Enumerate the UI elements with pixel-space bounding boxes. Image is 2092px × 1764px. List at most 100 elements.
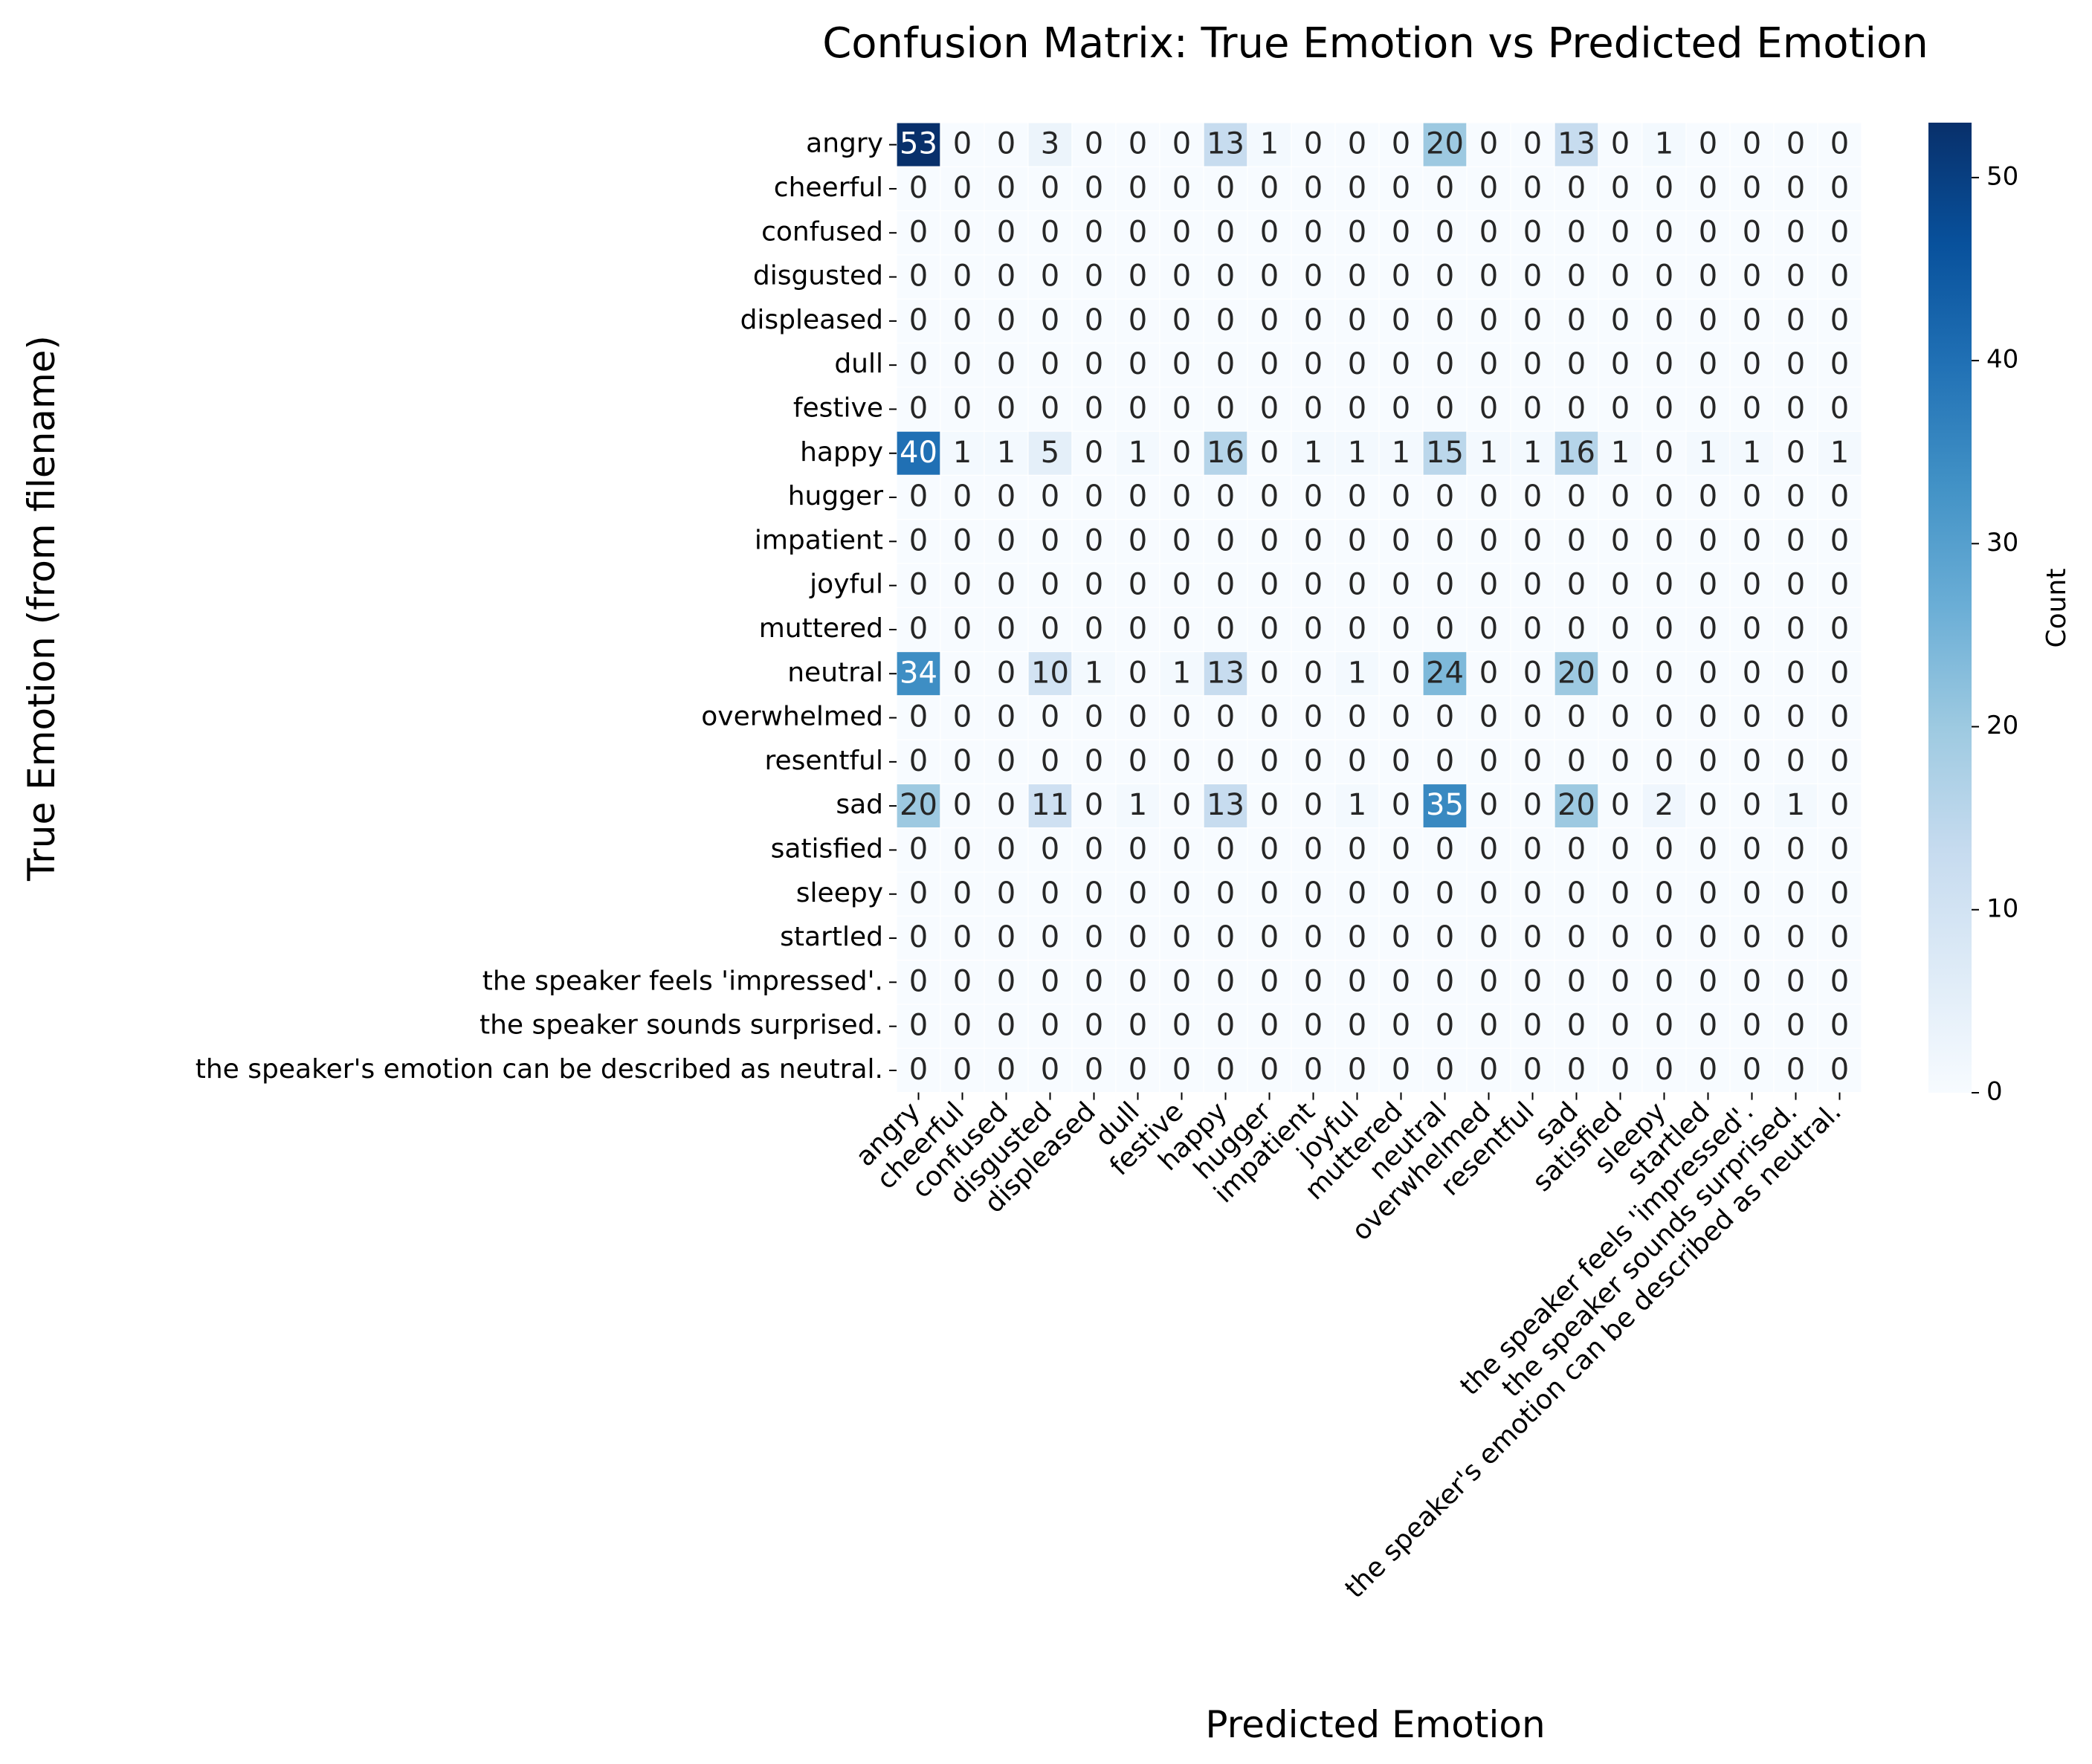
cell-value-label: 0 bbox=[1523, 964, 1542, 998]
heatmap-cell bbox=[1817, 387, 1862, 432]
cell-value-label: 0 bbox=[1743, 964, 1761, 998]
cell-value-label: 0 bbox=[1392, 259, 1410, 294]
cell-value-label: 0 bbox=[1830, 700, 1849, 734]
heatmap-cell bbox=[1817, 430, 1862, 476]
cell-value-label: 16 bbox=[1207, 436, 1244, 470]
cell-value-label: 0 bbox=[997, 656, 1016, 690]
cell-value-label: 0 bbox=[1304, 964, 1323, 998]
cell-value-label: 0 bbox=[1041, 259, 1059, 294]
heatmap-cell bbox=[1334, 695, 1380, 740]
heatmap-cell bbox=[1598, 254, 1643, 300]
cell-value-label: 0 bbox=[1216, 920, 1235, 954]
cell-value-label: 0 bbox=[1699, 303, 1717, 337]
cell-value-label: 0 bbox=[1611, 964, 1630, 998]
heatmap-cell bbox=[1115, 739, 1160, 785]
cell-value-label: 0 bbox=[1172, 259, 1191, 294]
cell-value-label: 0 bbox=[997, 876, 1016, 911]
cell-value-label: 0 bbox=[953, 347, 972, 381]
cell-value-label: 0 bbox=[1260, 436, 1279, 470]
heatmap-cell bbox=[1773, 960, 1818, 1005]
y-tick-label: muttered bbox=[759, 613, 883, 644]
heatmap-cell bbox=[1071, 342, 1117, 388]
cell-value-label: 0 bbox=[1699, 1053, 1717, 1087]
heatmap-cell bbox=[1159, 1047, 1204, 1093]
cell-value-label: 0 bbox=[1085, 391, 1103, 425]
heatmap-cell bbox=[1817, 650, 1862, 697]
cell-value-label: 0 bbox=[1611, 568, 1630, 602]
heatmap-cell bbox=[1378, 430, 1424, 476]
heatmap-cell bbox=[1773, 122, 1818, 167]
cell-value-label: 1 bbox=[1611, 436, 1630, 470]
cell-value-label: 0 bbox=[1304, 259, 1323, 294]
cell-value-label: 0 bbox=[1523, 479, 1542, 514]
heatmap-cell bbox=[940, 210, 985, 256]
cell-value-label: 0 bbox=[1304, 700, 1323, 734]
cell-value-label: 0 bbox=[1041, 391, 1059, 425]
heatmap-cell bbox=[1817, 298, 1862, 344]
cell-value-label: 0 bbox=[1260, 215, 1279, 249]
heatmap-cell bbox=[1510, 915, 1555, 961]
heatmap-cell bbox=[1422, 695, 1468, 740]
cell-value-label: 1 bbox=[1786, 788, 1805, 822]
cell-value-label: 0 bbox=[1172, 479, 1191, 514]
cell-value-label: 20 bbox=[900, 788, 937, 822]
cell-value-label: 0 bbox=[997, 523, 1016, 558]
cell-value-label: 0 bbox=[1129, 479, 1147, 514]
cell-value-label: 0 bbox=[953, 215, 972, 249]
heatmap-cell bbox=[1071, 960, 1117, 1005]
heatmap-cell bbox=[1291, 783, 1336, 829]
cell-value-label: 0 bbox=[1260, 876, 1279, 911]
cell-value-label: 0 bbox=[1699, 788, 1717, 822]
cell-value-label: 20 bbox=[1557, 656, 1595, 690]
cell-value-label: 3 bbox=[1041, 127, 1059, 161]
cell-value-label: 0 bbox=[909, 391, 928, 425]
cell-value-label: 0 bbox=[1830, 171, 1849, 205]
heatmap-cell bbox=[1554, 563, 1599, 608]
heatmap-cell bbox=[1071, 1004, 1117, 1049]
cell-value-label: 0 bbox=[1699, 964, 1717, 998]
heatmap-cell bbox=[1466, 783, 1511, 829]
heatmap-cell bbox=[1598, 960, 1643, 1005]
cell-value-label: 0 bbox=[1304, 920, 1323, 954]
cell-value-label: 0 bbox=[1523, 259, 1542, 294]
cell-value-label: 0 bbox=[997, 920, 1016, 954]
cell-value-label: 1 bbox=[997, 436, 1016, 470]
cell-value-label: 0 bbox=[1830, 215, 1849, 249]
cell-value-label: 0 bbox=[1699, 876, 1717, 911]
heatmap-cell bbox=[1422, 1004, 1468, 1049]
heatmap-cell bbox=[1291, 563, 1336, 608]
heatmap-cells bbox=[896, 122, 1862, 1093]
cell-value-label: 0 bbox=[1436, 700, 1454, 734]
heatmap-cell bbox=[1027, 210, 1073, 256]
cell-value-label: 0 bbox=[1786, 259, 1805, 294]
heatmap-cell bbox=[1378, 298, 1424, 344]
heatmap-cell bbox=[1027, 607, 1073, 653]
cell-value-label: 0 bbox=[1304, 479, 1323, 514]
heatmap-cell bbox=[1510, 298, 1555, 344]
heatmap-cell bbox=[940, 960, 985, 1005]
cell-value-label: 0 bbox=[1260, 612, 1279, 646]
cell-value-label: 0 bbox=[1392, 612, 1410, 646]
heatmap-cell bbox=[1334, 915, 1380, 961]
cell-value-label: 0 bbox=[1041, 744, 1059, 778]
cell-value-label: 0 bbox=[1786, 215, 1805, 249]
cell-value-label: 0 bbox=[909, 920, 928, 954]
cell-value-label: 0 bbox=[1260, 1053, 1279, 1087]
cell-value-label: 0 bbox=[1567, 700, 1586, 734]
x-axis-ticks: angrycheerfulconfuseddisgusteddispleased… bbox=[850, 1092, 1847, 1604]
heatmap-cell bbox=[1817, 871, 1862, 917]
heatmap-cell bbox=[1203, 298, 1248, 344]
cell-value-label: 0 bbox=[1129, 391, 1147, 425]
cell-value-label: 0 bbox=[1348, 479, 1366, 514]
heatmap-cell bbox=[896, 254, 941, 300]
heatmap-cell bbox=[984, 122, 1029, 167]
cell-value-label: 0 bbox=[1611, 920, 1630, 954]
heatmap-cell bbox=[1598, 563, 1643, 608]
cell-value-label: 0 bbox=[1655, 568, 1673, 602]
heatmap-cell bbox=[1773, 342, 1818, 388]
cell-value-label: 0 bbox=[1172, 744, 1191, 778]
heatmap-cell bbox=[1773, 1047, 1818, 1093]
cell-value-label: 0 bbox=[953, 876, 972, 911]
y-tick-label: joyful bbox=[809, 569, 883, 600]
